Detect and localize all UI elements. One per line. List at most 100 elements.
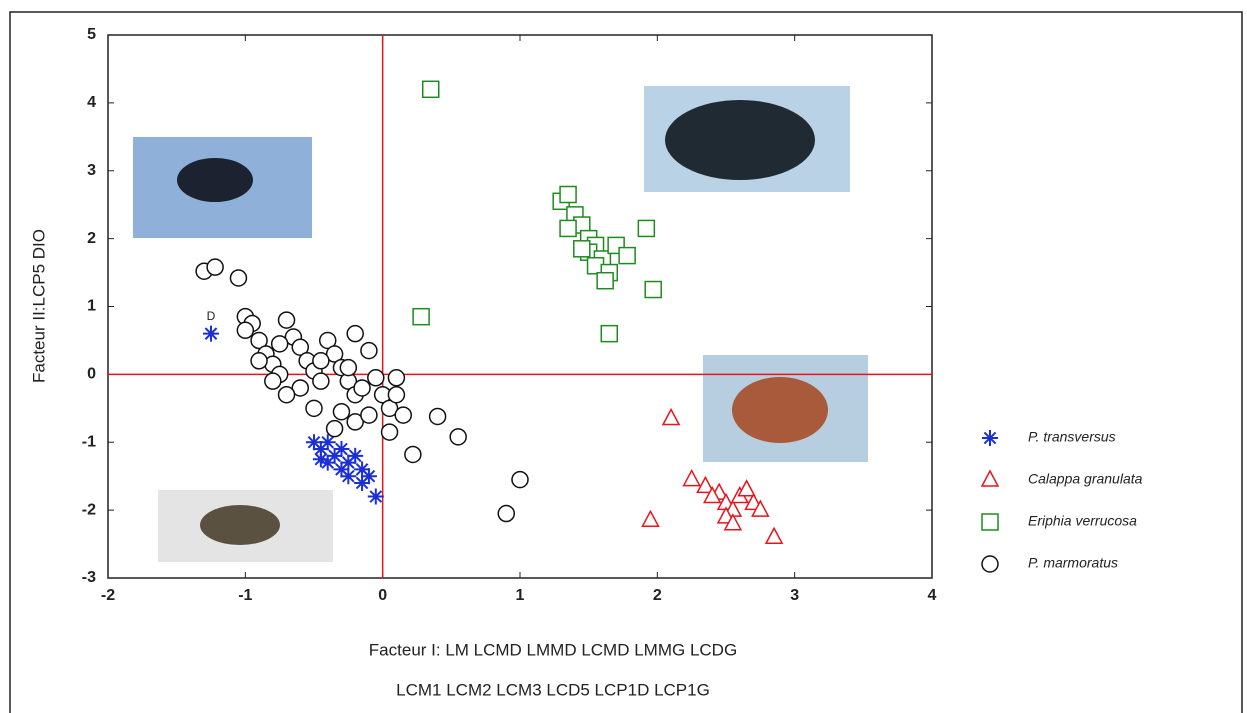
marker	[270, 335, 289, 353]
marker	[312, 352, 330, 370]
marker	[360, 468, 377, 485]
y-tick-label: 0	[87, 366, 96, 383]
marker	[751, 499, 770, 517]
legend-marker	[982, 430, 998, 446]
marker	[367, 369, 385, 387]
marker	[340, 454, 357, 471]
x-tick-label: 0	[378, 587, 387, 604]
photo-crab	[200, 505, 280, 545]
marker	[360, 406, 378, 424]
marker	[347, 447, 364, 464]
legend-label: P. transversus	[1028, 429, 1116, 445]
y-tick-label: 1	[87, 298, 96, 315]
marker	[333, 441, 350, 458]
marker	[637, 219, 656, 238]
marker	[394, 406, 413, 424]
marker	[312, 441, 329, 458]
marker	[236, 321, 255, 340]
y-axis-label: Facteur II:LCP5 DIO	[29, 229, 48, 383]
marker	[682, 468, 701, 487]
legend-label: Calappa granulata	[1028, 471, 1143, 487]
y-tick-label: -3	[82, 569, 96, 586]
marker	[312, 451, 329, 468]
marker	[318, 331, 337, 350]
marker	[596, 271, 614, 290]
photo-crab	[732, 377, 828, 443]
marker	[333, 461, 350, 478]
marker	[340, 468, 357, 485]
marker	[250, 352, 268, 370]
marker	[412, 307, 430, 326]
marker	[404, 445, 422, 464]
photo-crab	[665, 100, 815, 180]
marker	[319, 454, 336, 471]
y-tick-label: 2	[87, 230, 96, 247]
marker	[319, 434, 336, 451]
marker	[703, 485, 722, 504]
x-tick-label: 2	[653, 587, 662, 604]
marker	[250, 331, 268, 350]
marker	[346, 324, 364, 343]
frame	[9, 11, 1243, 713]
y-tick-label: 4	[87, 94, 96, 111]
photo-crab	[177, 158, 253, 202]
marker	[559, 219, 577, 238]
marker	[387, 369, 406, 387]
marker	[497, 504, 516, 523]
marker	[428, 407, 447, 426]
marker	[380, 399, 399, 418]
y-tick-label: -1	[82, 433, 96, 450]
y-tick-label: 5	[87, 26, 96, 43]
x-axis-label: Facteur I: LM LCMD LMMD LCMD LMMG LCDG	[369, 640, 737, 659]
marker	[312, 372, 330, 390]
marker	[618, 246, 636, 265]
x-axis-label: LCM1 LCM2 LCM3 LCD5 LCP1D LCP1G	[396, 680, 710, 699]
marker	[277, 385, 296, 404]
legend-marker	[981, 555, 999, 573]
x-tick-label: 4	[928, 587, 937, 604]
marker	[737, 479, 756, 497]
marker	[306, 434, 322, 451]
marker	[325, 345, 344, 363]
marker	[511, 470, 529, 489]
marker	[387, 385, 406, 404]
marker	[644, 280, 662, 299]
marker	[325, 419, 344, 438]
legend-marker	[980, 469, 1000, 487]
marker	[449, 428, 467, 446]
marker	[421, 80, 440, 99]
legend-label: Eriphia verrucosa	[1028, 513, 1137, 529]
marker	[380, 423, 399, 441]
marker	[360, 341, 378, 360]
marker	[291, 379, 310, 397]
photos	[133, 86, 868, 562]
marker	[661, 407, 681, 426]
x-tick-label: 1	[516, 587, 525, 604]
marker	[326, 447, 343, 464]
marker	[264, 372, 282, 390]
marker	[203, 325, 219, 342]
marker	[764, 526, 784, 545]
marker	[277, 311, 296, 329]
marker	[291, 338, 310, 356]
x-tick-label: -1	[238, 587, 252, 604]
marker	[696, 475, 715, 494]
x-tick-label: -2	[101, 587, 115, 604]
marker	[600, 324, 619, 343]
marker	[339, 358, 358, 377]
marker	[354, 474, 371, 491]
legend-label: P. marmoratus	[1028, 555, 1118, 571]
legend-marker	[981, 513, 999, 531]
marker	[641, 509, 660, 528]
marker	[353, 379, 371, 397]
marker	[559, 185, 577, 204]
marker	[573, 240, 591, 258]
marker	[346, 413, 364, 431]
x-tick-label: 3	[790, 587, 799, 604]
marker	[229, 269, 248, 287]
marker	[354, 461, 371, 478]
marker	[367, 488, 384, 505]
marker	[305, 399, 323, 418]
marker	[206, 258, 224, 276]
y-tick-label: -2	[82, 501, 96, 518]
